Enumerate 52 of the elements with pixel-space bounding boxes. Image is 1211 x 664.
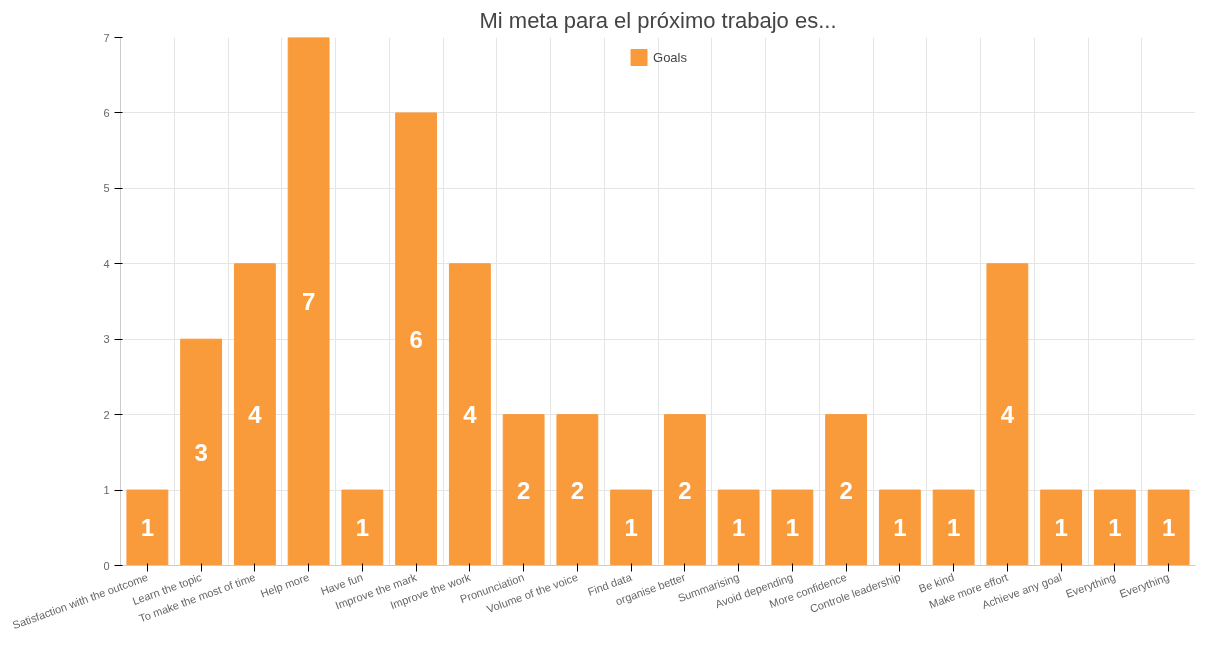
bar	[341, 489, 384, 566]
data-label: 2	[516, 476, 531, 504]
y-tick-label: 3	[103, 333, 110, 346]
bar	[126, 489, 169, 566]
bar	[1093, 489, 1136, 566]
y-tick-label: 2	[103, 408, 110, 421]
bar	[1147, 489, 1190, 566]
bar	[932, 489, 975, 566]
y-tick-label: 5	[103, 182, 110, 195]
data-label: 1	[1161, 514, 1176, 542]
bar	[502, 414, 545, 566]
data-label: 1	[946, 514, 961, 542]
bar	[825, 414, 868, 566]
bar	[986, 263, 1029, 566]
data-label: 4	[248, 401, 263, 429]
data-label: 4	[463, 401, 478, 429]
bar	[771, 489, 814, 566]
data-label: 1	[893, 514, 907, 542]
bar	[610, 489, 653, 566]
data-label: 2	[839, 476, 853, 504]
bar	[717, 489, 760, 566]
data-label: 6	[409, 325, 423, 353]
y-tick-label: 7	[103, 31, 110, 44]
data-label: 1	[624, 514, 638, 542]
x-tick-label: Be kind	[917, 570, 956, 595]
bar	[663, 414, 706, 566]
bar	[878, 489, 921, 566]
x-tick-label: Help more	[258, 570, 311, 600]
data-label: 7	[301, 288, 316, 315]
data-label: 3	[194, 438, 208, 466]
data-label: 4	[1000, 401, 1015, 429]
chart-title: Mi meta para el próximo trabajo es...	[479, 7, 837, 33]
bar	[395, 112, 438, 566]
data-label: 2	[678, 476, 692, 504]
bar	[1040, 489, 1083, 566]
y-tick-label: 0	[103, 559, 110, 572]
data-label: 1	[785, 514, 800, 542]
bar	[233, 263, 276, 566]
bar	[287, 37, 330, 566]
data-label: 1	[1108, 514, 1122, 542]
data-label: 1	[1054, 514, 1068, 542]
data-label: 1	[731, 514, 746, 542]
bar	[448, 263, 491, 566]
y-tick-label: 1	[103, 484, 110, 497]
data-label: 2	[570, 476, 585, 504]
legend-label: Goals	[653, 49, 687, 65]
data-label: 1	[140, 514, 155, 542]
y-tick-label: 6	[103, 106, 110, 119]
y-tick-label: 4	[103, 257, 110, 270]
bar	[556, 414, 599, 566]
bar	[180, 338, 223, 566]
data-label: 1	[355, 514, 370, 542]
